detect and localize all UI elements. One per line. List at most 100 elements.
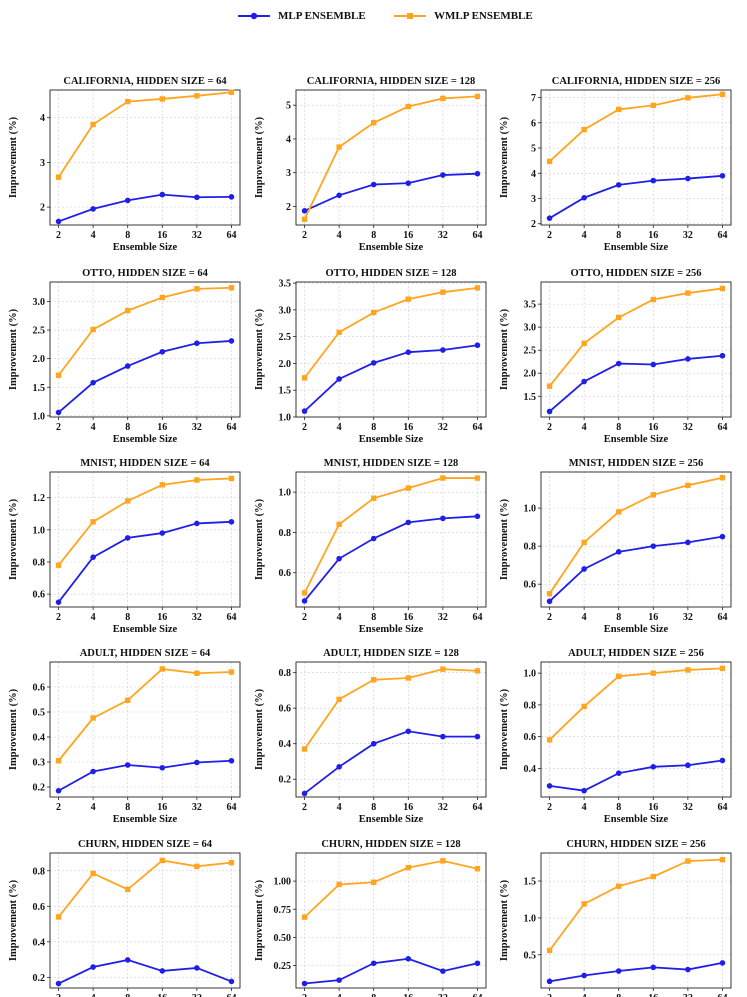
mlp-data-point (301, 208, 308, 214)
x-tick-label: 4 (91, 612, 96, 623)
x-tick-label: 2 (56, 802, 61, 813)
wmlp-data-point (581, 703, 587, 710)
wmlp-data-point (546, 590, 553, 597)
legend-label-mlp: MLP ENSEMBLE (278, 10, 366, 22)
y-tick-label: 1.0 (524, 504, 537, 515)
y-tick-label: 6 (531, 118, 536, 129)
mlp-data-point (370, 960, 377, 967)
wmlp-data-point (616, 314, 622, 321)
mlp-data-point (159, 968, 166, 974)
legend-item-wmlp: WMLP ENSEMBLE (392, 6, 533, 26)
subplot-title: MNIST, HIDDEN SIZE = 256 (569, 458, 703, 469)
mlp-data-point (228, 757, 235, 764)
y-tick-label: 0.5 (33, 708, 46, 719)
x-tick-label: 8 (371, 993, 376, 997)
x-tick-label: 64 (226, 612, 236, 623)
mlp-data-point (474, 960, 481, 967)
x-tick-label: 8 (616, 993, 621, 997)
subplot-title: CHURN, HIDDEN SIZE = 64 (78, 839, 213, 850)
x-tick-label: 8 (371, 802, 376, 813)
x-tick-label: 64 (226, 422, 236, 433)
mlp-data-point (228, 194, 235, 200)
wmlp-data-point (685, 290, 691, 296)
mlp-data-point (159, 530, 166, 536)
wmlp-data-point (55, 372, 62, 378)
y-tick-label: 0.3 (33, 758, 46, 769)
x-axis-label: Ensemble Size (604, 434, 669, 445)
wmlp-data-point (125, 498, 131, 504)
y-axis-label: Improvement (%) (254, 116, 265, 198)
y-tick-label: 0.6 (33, 902, 46, 913)
x-tick-label: 32 (438, 422, 448, 433)
mlp-series-line (548, 535, 723, 602)
wmlp-data-point (301, 375, 308, 381)
x-tick-label: 2 (302, 802, 307, 813)
mlp-series-line (303, 515, 478, 602)
y-tick-label: 0.6 (33, 590, 46, 601)
subplot-title: ADULT, HIDDEN SIZE = 64 (80, 648, 211, 659)
y-axis-label: Improvement (%) (499, 498, 510, 580)
mlp-series-line (57, 520, 232, 603)
x-tick-label: 4 (91, 230, 96, 241)
y-tick-label: 1.0 (33, 525, 46, 536)
wmlp-data-point (440, 666, 446, 672)
y-tick-label: 2 (40, 203, 45, 214)
y-tick-label: 5 (531, 144, 536, 155)
wmlp-data-point (650, 670, 656, 676)
mlp-data-point (405, 180, 412, 186)
legend-item-mlp: MLP ENSEMBLE (236, 6, 366, 26)
plot-frame (295, 471, 487, 608)
wmlp-data-point (90, 326, 96, 333)
x-tick-label: 2 (56, 422, 61, 433)
x-tick-label: 2 (547, 802, 552, 813)
wmlp-series-line (303, 95, 478, 220)
mlp-data-point (546, 783, 553, 789)
y-tick-label: 1.5 (279, 386, 292, 397)
y-tick-label: 0.8 (524, 542, 537, 553)
mlp-data-point (405, 955, 412, 962)
y-tick-label: 0.8 (279, 668, 292, 679)
mlp-data-point (55, 409, 62, 416)
x-tick-label: 2 (547, 230, 552, 241)
wmlp-data-point (616, 673, 622, 679)
wmlp-series-line (57, 286, 232, 376)
y-axis-label: Improvement (%) (8, 308, 19, 390)
mlp-data-point (124, 363, 131, 369)
mlp-series-line (57, 340, 232, 414)
subplot-title: CHURN, HIDDEN SIZE = 256 (566, 839, 705, 850)
x-tick-label: 16 (648, 993, 658, 997)
mlp-data-point (55, 980, 62, 987)
mlp-data-point (685, 356, 691, 362)
subplot-12: CHURN, HIDDEN SIZE = 64 2 4 8 16 32 64 0.2 0.4 0.… (8, 839, 241, 997)
y-tick-label: 1.2 (33, 493, 46, 504)
mlp-data-point (336, 764, 342, 770)
wmlp-series-line (57, 477, 232, 566)
mlp-data-point (194, 965, 200, 971)
wmlp-data-point (90, 715, 96, 721)
x-tick-label: 4 (337, 422, 342, 433)
y-tick-label: 0.25 (274, 961, 292, 972)
y-tick-label: 1.0 (524, 669, 537, 680)
y-tick-label: 3 (286, 168, 291, 179)
x-axis-label: Ensemble Size (604, 624, 669, 635)
wmlp-series-line (57, 668, 232, 762)
mlp-series-line (549, 962, 723, 983)
legend-marker-mlp (238, 12, 270, 20)
y-tick-label: 2 (531, 219, 536, 230)
mlp-data-point (474, 513, 481, 520)
x-tick-label: 16 (648, 802, 658, 813)
x-tick-label: 4 (91, 422, 96, 433)
subplot-title: OTTO, HIDDEN SIZE = 128 (326, 268, 457, 279)
mlp-data-point (228, 519, 235, 525)
y-axis-label: Improvement (%) (8, 879, 19, 961)
x-tick-label: 64 (472, 802, 482, 813)
mlp-data-point (228, 978, 235, 985)
x-tick-label: 32 (192, 612, 202, 623)
wmlp-data-point (194, 863, 200, 870)
mlp-data-point (719, 533, 726, 540)
y-tick-label: 0.8 (33, 866, 46, 877)
wmlp-data-point (685, 858, 691, 864)
wmlp-data-point (685, 95, 691, 101)
mlp-data-point (546, 978, 553, 985)
